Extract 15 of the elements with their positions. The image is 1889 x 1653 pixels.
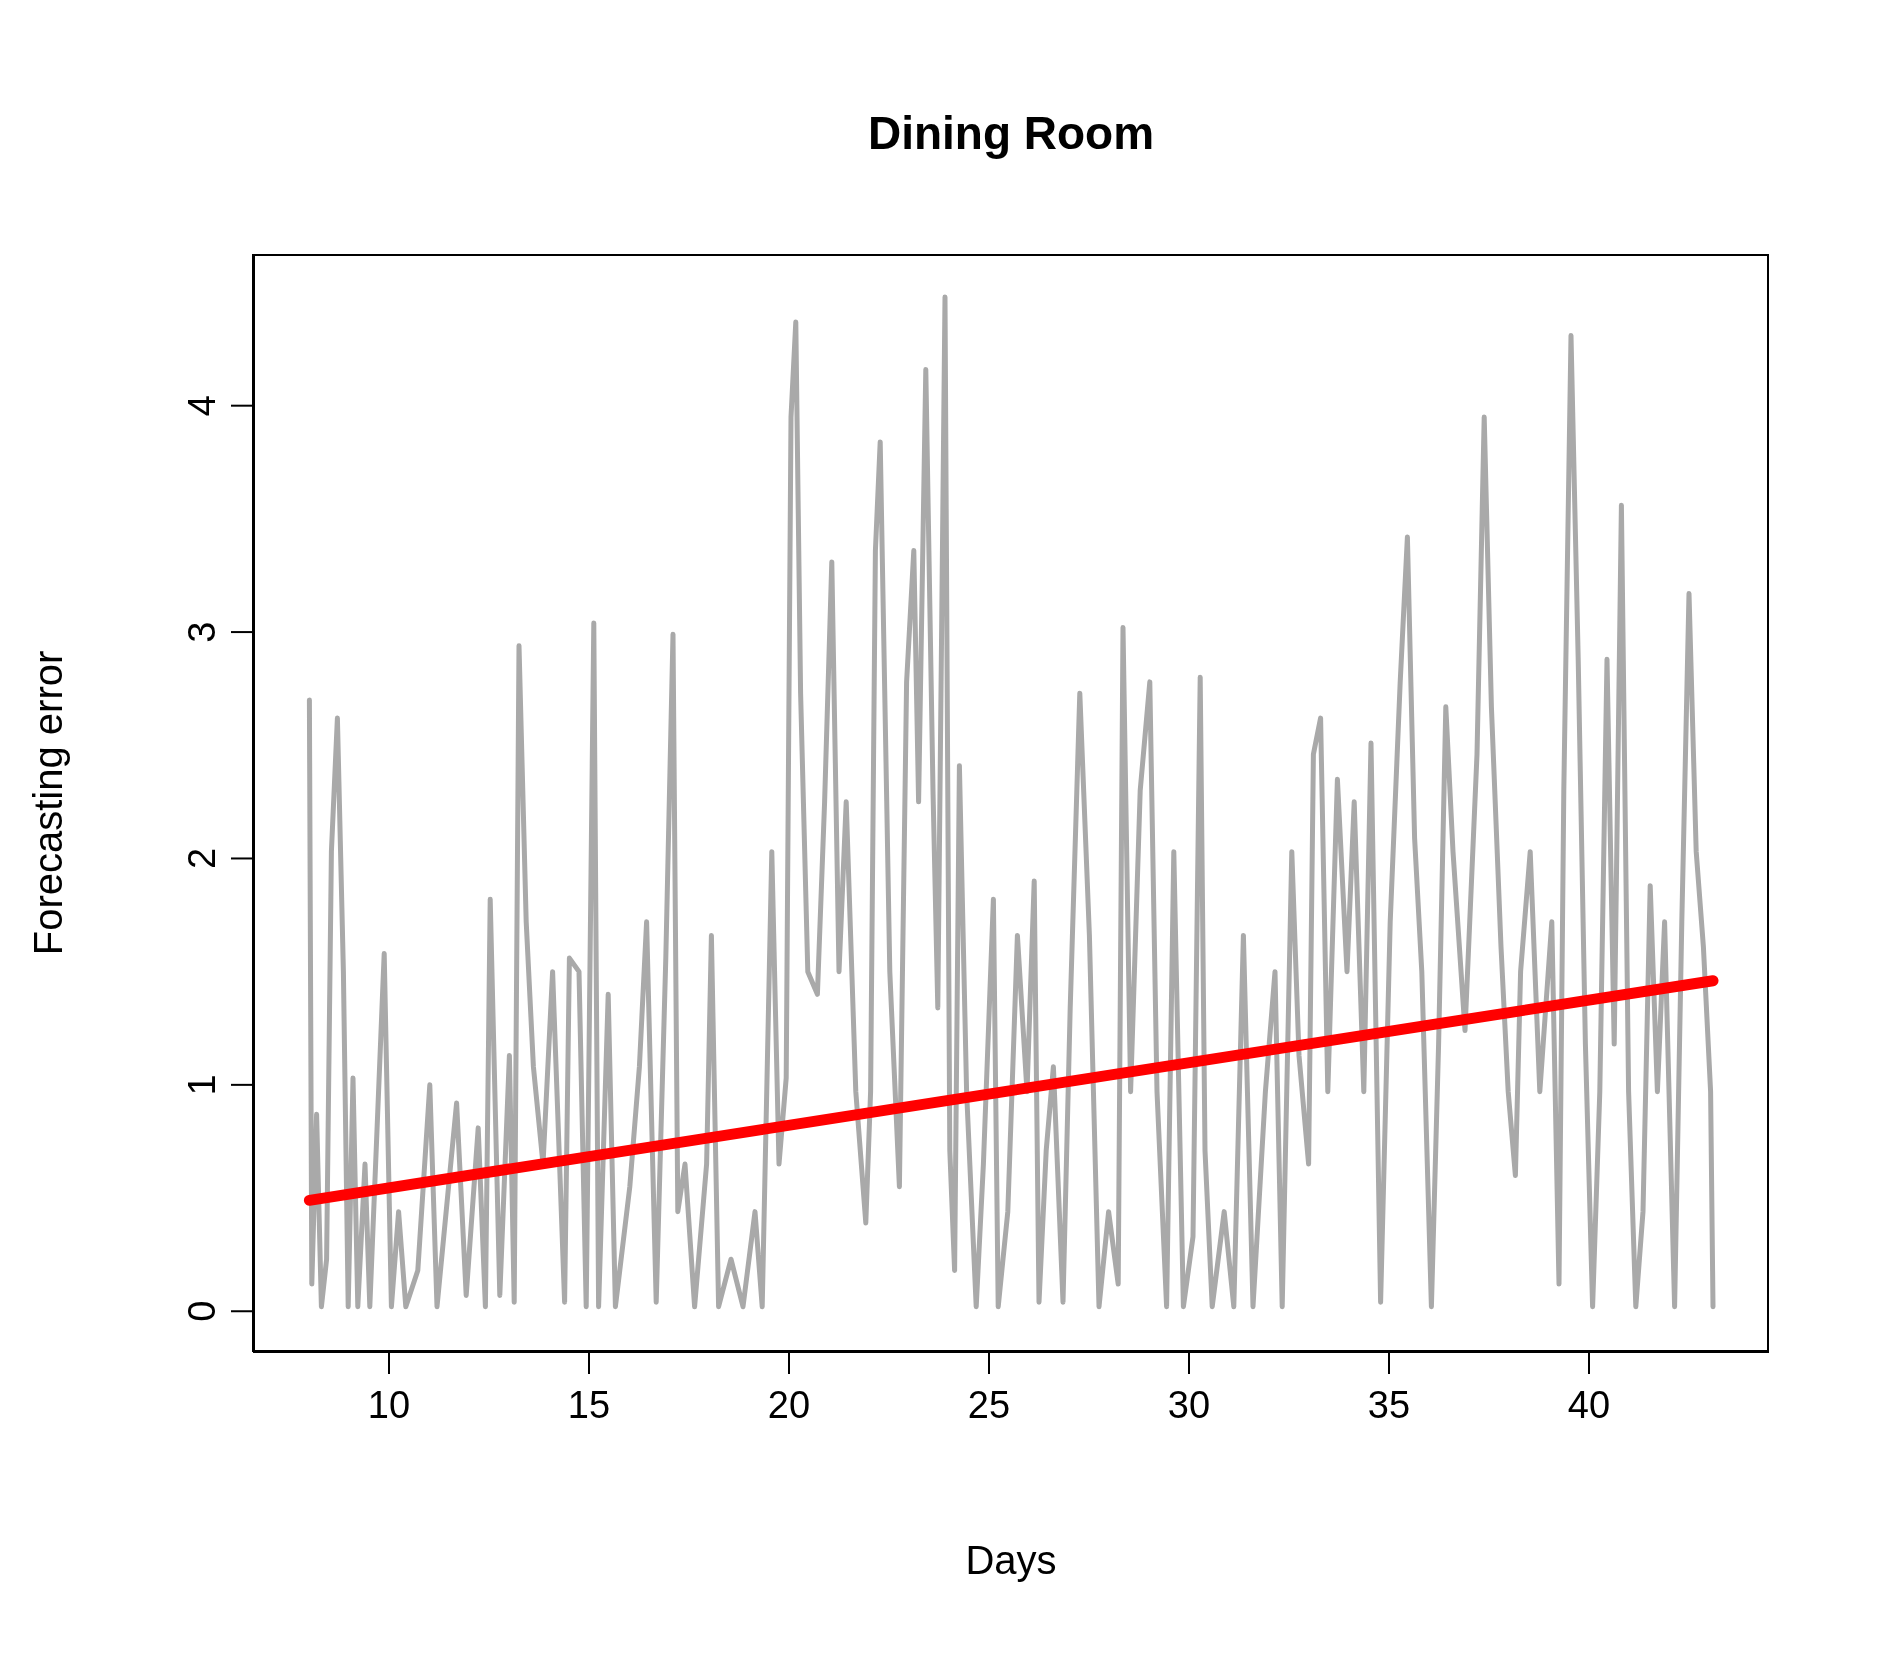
x-tick-label: 30 (1167, 1384, 1211, 1426)
x-tick-label: 25 (967, 1384, 1011, 1426)
x-tick-label: 10 (367, 1384, 411, 1426)
x-tick-label: 40 (1567, 1384, 1611, 1426)
x-axis-title: Days (964, 1538, 1058, 1583)
y-tick-label: 2 (181, 847, 223, 870)
y-tick-label: 0 (181, 1300, 223, 1322)
y-tick-label: 3 (181, 621, 223, 643)
y-tick-label: 4 (181, 395, 223, 417)
x-tick-label: 20 (767, 1384, 811, 1426)
y-tick-label: 1 (181, 1074, 223, 1096)
x-tick-label: 35 (1367, 1384, 1411, 1426)
x-tick-label: 15 (567, 1384, 611, 1426)
chart-title: Dining Room (866, 106, 1156, 160)
y-axis-title: Forecasting error (25, 650, 71, 956)
